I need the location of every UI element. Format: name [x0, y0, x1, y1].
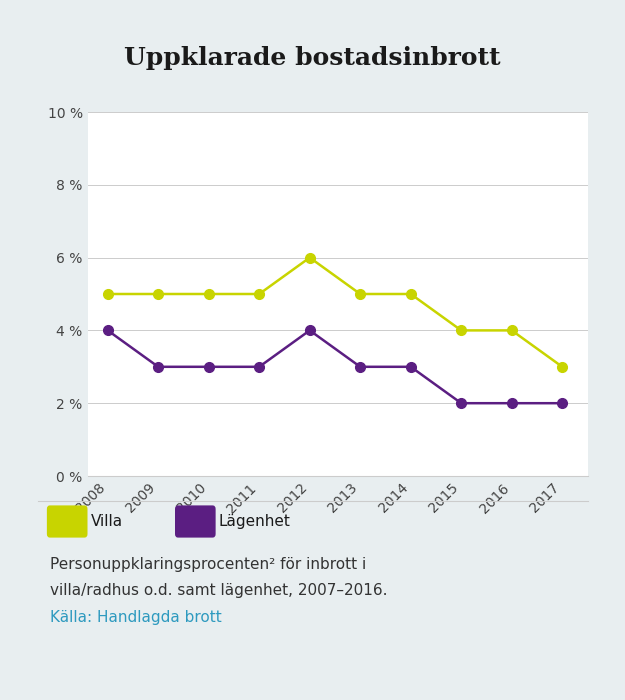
Text: Lägenhet: Lägenhet	[219, 514, 291, 529]
Text: Uppklarade bostadsinbrott: Uppklarade bostadsinbrott	[124, 46, 501, 69]
Text: Källa: Handlagda brott: Källa: Handlagda brott	[50, 610, 222, 624]
Text: Villa: Villa	[91, 514, 123, 529]
Text: villa/radhus o.d. samt lägenhet, 2007–2016.: villa/radhus o.d. samt lägenhet, 2007–20…	[50, 583, 388, 598]
Text: Personuppklaringsprocenten² för inbrott i: Personuppklaringsprocenten² för inbrott …	[50, 556, 366, 571]
